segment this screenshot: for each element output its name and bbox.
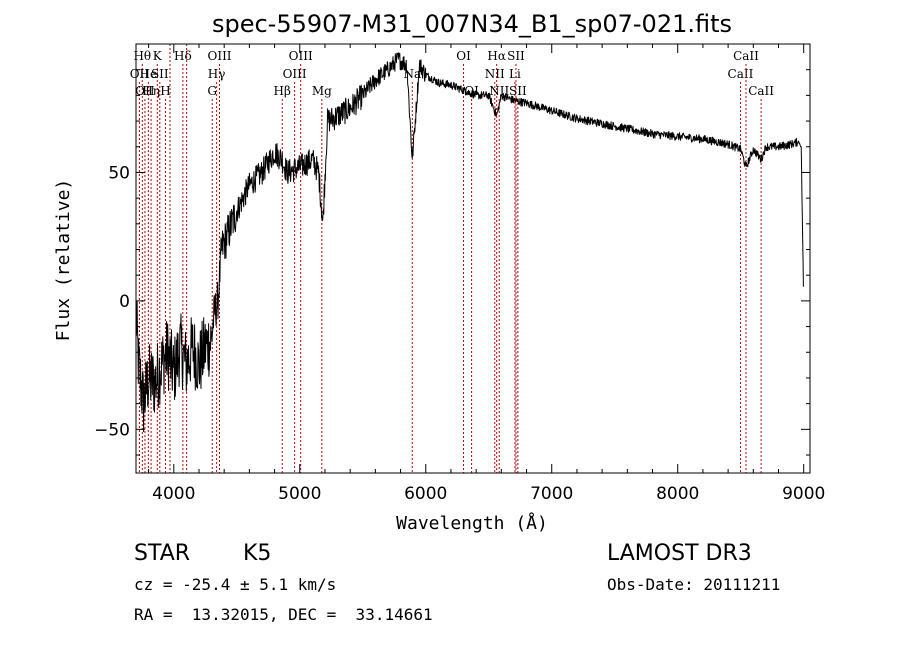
x-axis: 4000 5000 6000 7000 8000 9000 <box>148 44 825 504</box>
line-marker-label: CaII <box>748 84 774 98</box>
line-marker-label: K <box>153 49 163 63</box>
chart-title: spec-55907-M31_007N34_B1_sp07-021.fits <box>212 10 732 38</box>
spectrum-line <box>135 52 804 433</box>
line-marker-label: OIII <box>289 49 313 63</box>
line-marker-label: Hη <box>142 84 160 98</box>
object-class: STAR <box>134 541 191 566</box>
line-marker-label: OII <box>130 67 150 81</box>
x-tick-label: 5000 <box>278 484 321 504</box>
line-marker-label: OI <box>456 49 471 63</box>
x-axis-label: Wavelength (Å) <box>396 512 548 534</box>
y-tick-label: 0 <box>119 292 130 312</box>
y-axis-label: Flux (relative) <box>53 179 74 342</box>
observation-date: Obs-Date: 20111211 <box>607 575 781 594</box>
line-marker-label: Hβ <box>274 84 291 98</box>
line-marker-label: OIII <box>283 67 307 81</box>
plot-frame <box>135 43 811 474</box>
line-marker-label: He <box>140 67 158 81</box>
line-marker-label: Li <box>509 67 521 81</box>
line-marker-label: Mg <box>312 84 332 98</box>
line-marker-label: H <box>160 84 170 98</box>
x-tick-label: 8000 <box>656 484 699 504</box>
line-marker-label: Hδ <box>174 49 192 63</box>
coordinates: RA = 13.32015, DEC = 33.14661 <box>134 605 433 624</box>
line-marker-label: NII <box>489 84 509 98</box>
line-marker-label: Hγ <box>208 67 226 81</box>
line-marker-label: SII <box>509 84 527 98</box>
x-tick-label: 9000 <box>782 484 825 504</box>
line-marker-label: G <box>207 84 217 98</box>
x-tick-label: 7000 <box>530 484 573 504</box>
line-marker-label: Hθ <box>133 49 151 63</box>
line-marker-label: Hα <box>487 49 506 63</box>
line-marker-label: SII <box>151 67 169 81</box>
x-tick-label: 6000 <box>404 484 447 504</box>
line-marker-label: SII <box>507 49 525 63</box>
y-axis: −50 0 50 <box>94 69 810 456</box>
line-marker-label: CaII <box>733 49 759 63</box>
redshift-value: cz = -25.4 ± 5.1 km/s <box>134 575 337 594</box>
y-tick-label: −50 <box>94 420 130 440</box>
line-marker-label: NII <box>485 67 505 81</box>
y-tick-label: 50 <box>108 163 130 183</box>
line-marker-label: OIII <box>207 49 231 63</box>
emission-line-markers: OIIHθOIIHeHηKSIIHHδGHγOIIIHβOIIIOIIIMgNa… <box>130 44 774 473</box>
survey-name: LAMOST DR3 <box>607 541 752 566</box>
line-marker-label: CaII <box>728 67 754 81</box>
object-subclass: K5 <box>243 541 272 566</box>
x-tick-label: 4000 <box>152 484 195 504</box>
line-marker-label: OII <box>135 84 155 98</box>
